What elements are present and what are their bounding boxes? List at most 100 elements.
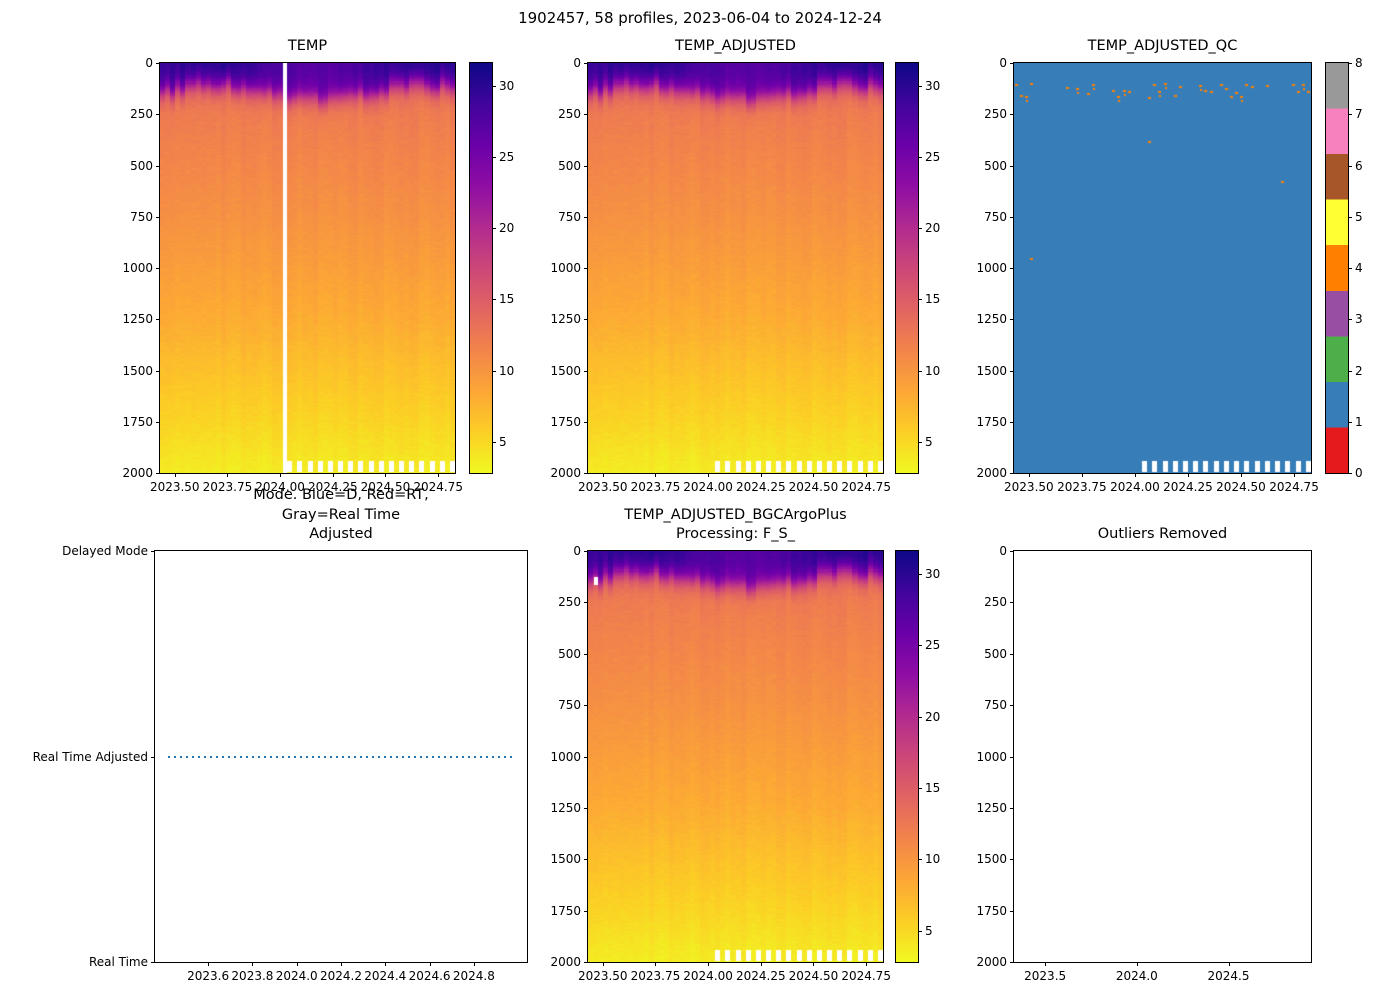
x-tick-mark: [296, 962, 298, 966]
subplot-outliers-title: Outliers Removed: [1097, 526, 1228, 543]
y-tick-label: 750: [558, 698, 581, 713]
y-tick-mark: [156, 421, 160, 423]
colorbar-tick-label: 25: [499, 149, 515, 164]
bgc-heatmap-canvas: [588, 551, 883, 962]
x-tick-mark: [280, 473, 282, 477]
x-tick-label: 2023.6: [187, 969, 230, 983]
y-tick-label: 1750: [550, 414, 581, 429]
colorbar-tick-label: 5: [499, 434, 507, 449]
y-tick-mark: [1010, 216, 1014, 218]
y-tick-label: 500: [984, 158, 1007, 173]
y-tick-mark: [1010, 962, 1014, 963]
y-tick-mark: [1010, 370, 1014, 372]
figure-suptitle: 1902457, 58 profiles, 2023-06-04 to 2024…: [518, 9, 882, 27]
y-tick-label: 1750: [976, 414, 1007, 429]
y-tick-mark: [151, 551, 155, 552]
x-tick-label: 2024.2: [320, 969, 362, 983]
y-tick-mark: [584, 756, 588, 758]
colorbar-tick-mark: [918, 573, 922, 575]
y-tick-mark: [584, 653, 588, 655]
colorbar-tick-mark: [492, 299, 496, 301]
y-tick-label: 750: [558, 209, 581, 224]
x-tick-mark: [252, 962, 254, 966]
x-tick-mark: [1028, 473, 1030, 477]
y-tick-mark: [584, 602, 588, 604]
colorbar-tick-mark: [492, 228, 496, 230]
x-tick-mark: [602, 473, 604, 477]
x-tick-label: 2024.75: [1269, 480, 1319, 494]
x-tick-mark: [473, 962, 475, 966]
y-tick-label: 2000: [550, 466, 581, 480]
y-tick-mark: [1010, 910, 1014, 912]
x-tick-label: 2024.25: [735, 969, 786, 983]
y-tick-mark: [156, 268, 160, 269]
y-tick-label: 0: [145, 56, 153, 70]
x-tick-mark: [385, 962, 387, 966]
subplot-temp-title: TEMP: [287, 38, 328, 55]
y-tick-mark: [156, 370, 160, 372]
y-tick-mark: [1010, 705, 1014, 707]
temp-heatmap-canvas: [160, 63, 455, 473]
y-tick-label: 500: [558, 646, 581, 661]
colorbar-tick-mark: [1348, 473, 1352, 474]
y-tick-label: 1750: [122, 414, 153, 429]
y-tick-label: 1250: [976, 800, 1007, 815]
colorbar-tick-mark: [918, 441, 922, 443]
x-tick-label: 2024.25: [307, 480, 358, 494]
x-tick-label: 2023.8: [231, 969, 274, 983]
x-tick-mark: [429, 962, 431, 966]
y-tick-mark: [156, 319, 160, 321]
colorbar-tick-label: 10: [925, 852, 941, 867]
x-tick-mark: [1228, 962, 1230, 966]
x-tick-mark: [174, 473, 176, 477]
colorbar-tick-label: 6: [1355, 158, 1363, 173]
colorbar-tick-mark: [492, 441, 496, 443]
colorbar-tick-mark: [1348, 319, 1352, 321]
y-tick-mark: [584, 473, 588, 474]
y-tick-mark: [1010, 268, 1014, 269]
qc-colorbar: 0 1 2 3 4 5 6 7 8: [1325, 56, 1363, 480]
x-tick-label: 2024.75: [841, 480, 891, 494]
colorbar-tick-label: 15: [499, 292, 515, 307]
y-tick-mark: [584, 705, 588, 707]
y-tick-mark: [584, 114, 588, 116]
x-tick-label: 2024.00: [255, 480, 305, 494]
x-tick-mark: [813, 473, 815, 477]
y-tick-label: 0: [573, 544, 581, 558]
colorbar-tick-mark: [918, 645, 922, 647]
y-tick-mark: [584, 859, 588, 861]
x-tick-label: 2024.8: [452, 969, 495, 983]
colorbar-tick-label: 20: [925, 221, 941, 236]
y-tick-mark: [1010, 319, 1014, 321]
x-tick-label: 2023.75: [202, 480, 253, 494]
colorbar-tick-mark: [918, 716, 922, 718]
subplot-mode-title: Mode. Blue=D, Red=RT, Gray=Real Time Adj…: [253, 487, 429, 543]
y-tick-label: 500: [984, 646, 1007, 661]
colorbar-tick-label: 5: [925, 923, 933, 938]
y-tick-mark: [584, 268, 588, 269]
x-tick-mark: [602, 962, 604, 966]
y-tick-mark: [1010, 114, 1014, 116]
x-tick-mark: [655, 962, 657, 966]
y-tick-mark: [1010, 63, 1014, 64]
y-tick-mark: [1010, 653, 1014, 655]
y-tick-label: 750: [984, 209, 1007, 224]
colorbar-tick-mark: [492, 370, 496, 372]
y-tick-label: 1000: [976, 261, 1007, 275]
subplot-bgc: TEMP_ADJUSTED_BGCArgoPlus Processing: F_…: [550, 507, 891, 983]
y-tick-label: 250: [558, 595, 581, 610]
colorbar-tick-label: 30: [925, 78, 941, 93]
x-tick-mark: [227, 473, 229, 477]
subplot-temp-adjusted-qc-title: TEMP_ADJUSTED_QC: [1087, 38, 1238, 55]
x-tick-mark: [708, 473, 710, 477]
y-tick-mark: [156, 216, 160, 218]
y-tick-mark: [156, 165, 160, 167]
y-tick-label: 2000: [122, 466, 153, 480]
x-tick-label: 2024.5: [1207, 969, 1250, 983]
y-tick-label: 2000: [550, 955, 581, 969]
x-tick-label: 2023.50: [577, 480, 628, 494]
colorbar-tick-label: 4: [1355, 261, 1363, 275]
x-tick-label: 2024.00: [683, 969, 733, 983]
colorbar-tick-mark: [918, 85, 922, 87]
subplot-temp-adjusted-qc: TEMP_ADJUSTED_QC 2023.50 2023.75 2024.00 20…: [976, 38, 1318, 494]
